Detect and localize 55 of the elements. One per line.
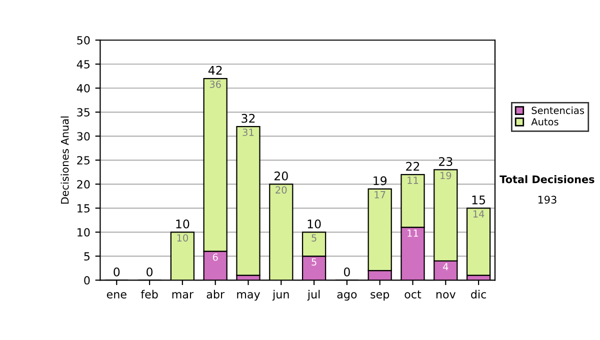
x-tick-label: ago xyxy=(337,292,357,301)
y-tick-label: 35 xyxy=(77,108,90,117)
data-label: 36 xyxy=(210,80,221,88)
data-label: 4 xyxy=(443,263,448,270)
x-tick-label: mar xyxy=(172,292,194,298)
x-tick-label: may xyxy=(237,292,260,301)
total-label: 22 xyxy=(406,162,420,171)
y-tick-label: 25 xyxy=(77,156,90,165)
x-tick-label: jul xyxy=(307,290,320,301)
data-label: 10 xyxy=(177,234,188,242)
data-label: 5 xyxy=(312,258,316,266)
bar xyxy=(466,208,491,276)
x-tick-label: abr xyxy=(206,290,225,298)
total-label: 0 xyxy=(114,268,120,276)
legend-label: Autos xyxy=(531,118,558,126)
y-tick-label: 15 xyxy=(78,204,90,213)
text: 193 xyxy=(538,196,556,204)
bar xyxy=(236,126,260,276)
x-tick-label: ene xyxy=(106,292,126,298)
data-label: 14 xyxy=(473,210,484,218)
y-tick-label: 0 xyxy=(84,276,90,285)
x-tick-label: dic xyxy=(471,290,486,298)
data-label: 20 xyxy=(276,186,287,194)
data-label: 17 xyxy=(374,191,386,198)
total-label: 15 xyxy=(472,196,486,204)
data-label: 5 xyxy=(312,234,316,242)
data-label: 6 xyxy=(212,253,218,261)
y-tick-label: 40 xyxy=(76,84,90,93)
y-tick-label: 5 xyxy=(84,252,90,261)
total-label: 23 xyxy=(439,157,452,166)
y-axis-title: Decisiones Anual xyxy=(60,116,69,204)
y-tick-label: 50 xyxy=(77,36,90,44)
total-label: 32 xyxy=(242,114,255,123)
y-tick-label: 20 xyxy=(77,180,90,189)
text: Total Decisiones xyxy=(500,175,594,184)
data-label: 19 xyxy=(440,172,452,180)
x-tick-label: nov xyxy=(436,292,456,298)
x-tick-label: jun xyxy=(272,290,289,301)
total-label: 19 xyxy=(374,176,387,186)
total-label: 42 xyxy=(208,66,222,75)
y-tick-label: 30 xyxy=(77,132,90,141)
x-tick-label: oct xyxy=(404,290,422,298)
y-tick-label: 10 xyxy=(78,228,90,237)
total-label: 10 xyxy=(308,219,321,228)
total-label: 20 xyxy=(274,171,288,180)
x-tick-label: sep xyxy=(370,292,390,301)
legend-label: Sentencias xyxy=(532,106,584,114)
total-label: 0 xyxy=(146,268,153,276)
total-label: 10 xyxy=(176,219,190,228)
y-tick-label: 45 xyxy=(76,60,90,69)
data-label: 11 xyxy=(408,230,418,237)
total-label: 0 xyxy=(344,268,350,276)
data-label: 11 xyxy=(408,176,418,184)
x-tick-label: feb xyxy=(140,290,158,298)
data-label: 31 xyxy=(242,128,254,136)
